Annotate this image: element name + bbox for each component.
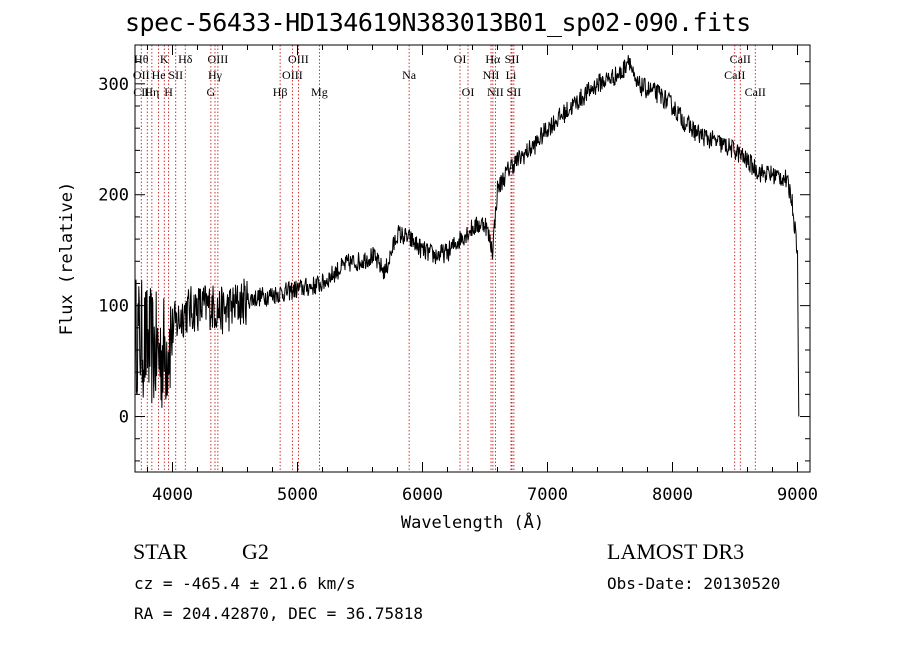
coordinates: RA = 204.42870, DEC = 36.75818 (134, 604, 423, 623)
line-label: Na (402, 68, 417, 82)
plot-frame (134, 44, 811, 473)
line-label: OI (454, 52, 467, 66)
line-label: CII (133, 85, 149, 99)
line-label: OII (133, 68, 150, 82)
y-tick-label: 100 (98, 297, 129, 317)
line-label: SII (507, 85, 522, 99)
line-label: Hγ (208, 68, 223, 82)
line-label: NII (487, 85, 504, 99)
line-label: G (207, 85, 216, 99)
y-tick-label: 200 (98, 186, 129, 206)
y-axis-ticks: 0 100 200 300 (98, 61, 810, 462)
x-tick-label: 6000 (402, 485, 443, 505)
x-tick-label: 8000 (652, 485, 693, 505)
line-label: Mg (311, 85, 328, 99)
observation-date: Obs-Date: 20130520 (607, 574, 781, 593)
object-class: STAR (133, 539, 188, 564)
line-label: OIII (282, 68, 303, 82)
x-tick-label: 4000 (152, 485, 193, 505)
x-tick-label: 7000 (527, 485, 568, 505)
chart-title: spec-56433-HD134619N383013B01_sp02-090.f… (125, 8, 751, 37)
line-label: Hα (485, 52, 501, 66)
x-axis-ticks: 4000 5000 6000 7000 8000 9000 (147, 45, 818, 505)
spectrum-series-line (134, 55, 800, 417)
line-label: OIII (288, 52, 309, 66)
line-label: Hδ (178, 52, 193, 66)
line-label: Hη (144, 85, 159, 99)
line-label: OIII (208, 52, 229, 66)
line-label: He (152, 68, 166, 82)
y-axis-label: Flux (relative) (57, 182, 77, 336)
line-label: Hθ (134, 52, 149, 66)
line-label: CaII (724, 68, 745, 82)
line-label: NII (483, 68, 500, 82)
line-label: CaII (730, 52, 751, 66)
x-tick-label: 5000 (277, 485, 318, 505)
redshift-velocity: cz = -465.4 ± 21.6 km/s (134, 574, 356, 593)
line-label: OI (462, 85, 475, 99)
line-label: SII (505, 52, 520, 66)
line-label: CaII (745, 85, 766, 99)
x-axis-label: Wavelength (Å) (401, 511, 544, 533)
survey-name: LAMOST DR3 (607, 539, 745, 564)
object-subclass: G2 (242, 539, 269, 564)
y-tick-label: 0 (119, 408, 129, 428)
x-tick-label: 9000 (777, 485, 818, 505)
emission-line-markers (140, 45, 756, 472)
y-tick-label: 300 (98, 75, 129, 95)
line-label: Hβ (273, 85, 288, 99)
line-label: Li (506, 68, 517, 82)
line-label: SII (168, 68, 183, 82)
line-label: K (160, 52, 169, 66)
line-label: H (164, 85, 173, 99)
